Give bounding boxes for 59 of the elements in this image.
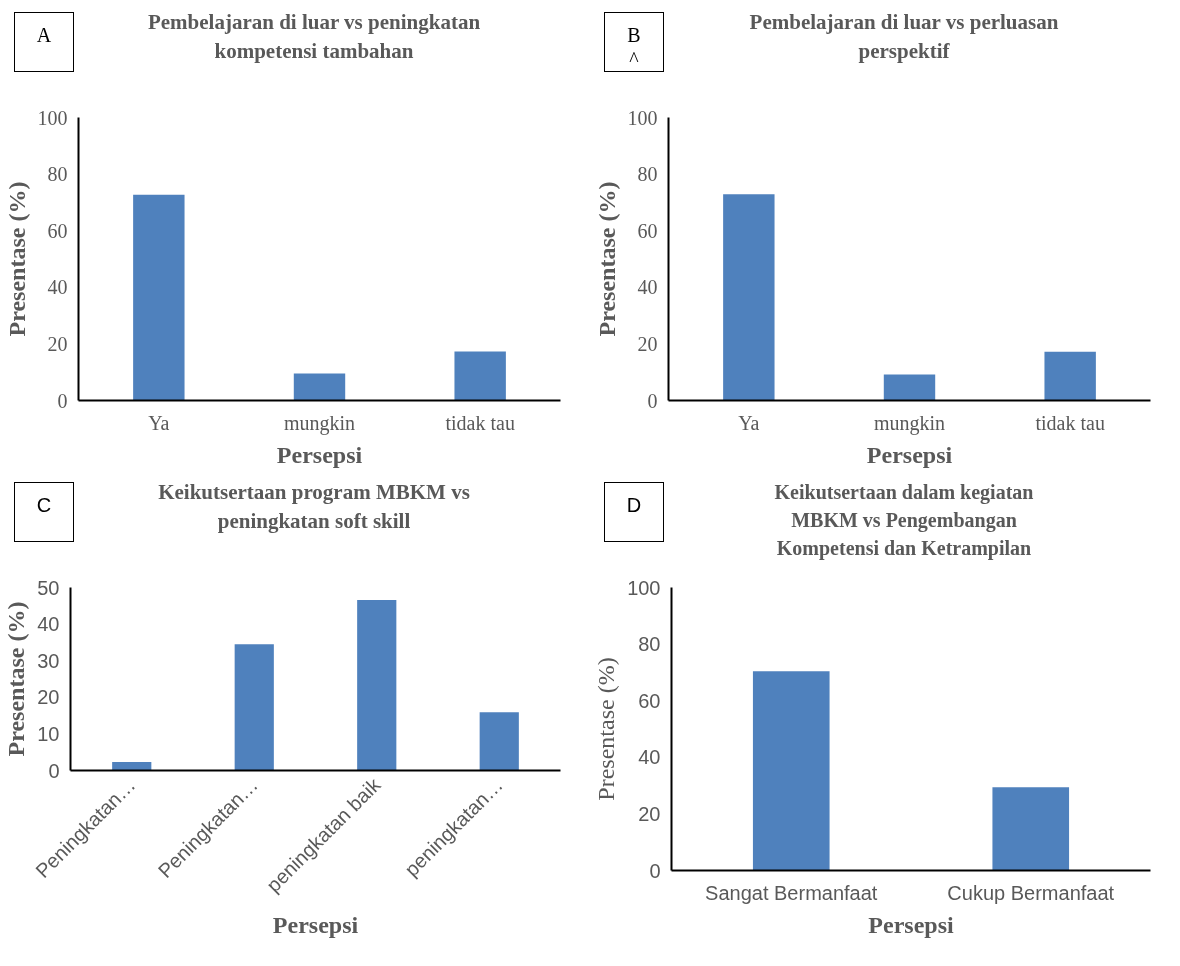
y-tick-label: 80 bbox=[638, 633, 661, 656]
y-tick-label: 80 bbox=[47, 163, 68, 186]
y-tick-label: 60 bbox=[638, 689, 661, 712]
y-tick-label: 40 bbox=[37, 613, 60, 636]
y-tick-label: 0 bbox=[649, 859, 661, 882]
bar bbox=[133, 194, 185, 401]
x-tick-label: mungkin bbox=[873, 411, 946, 435]
y-axis-title: Presentase (%) bbox=[593, 181, 620, 337]
text: D bbox=[626, 493, 642, 517]
bar bbox=[234, 644, 274, 771]
bar bbox=[454, 351, 506, 401]
x-tick-label: Ya bbox=[738, 411, 760, 434]
bar bbox=[883, 374, 936, 401]
x-tick-label: mungkin bbox=[283, 411, 356, 435]
x-tick-label: tidak tau bbox=[445, 411, 515, 434]
x-tick-label: Sangat Bermanfaat bbox=[705, 881, 878, 904]
y-tick-label: 40 bbox=[638, 746, 661, 769]
y-tick-label: 0 bbox=[48, 759, 60, 782]
y-tick-label: 40 bbox=[637, 276, 658, 299]
x-axis-title: Persepsi bbox=[272, 911, 359, 938]
y-tick-label: 60 bbox=[637, 219, 658, 242]
text: B bbox=[627, 24, 641, 46]
x-tick-label: Ya bbox=[148, 411, 170, 434]
y-tick-label: 100 bbox=[627, 106, 658, 129]
text: A bbox=[36, 23, 52, 47]
x-axis-title: Persepsi bbox=[868, 911, 954, 938]
bar bbox=[723, 194, 775, 401]
x-axis-title: Persepsi bbox=[276, 441, 363, 468]
bar bbox=[112, 762, 152, 771]
bar bbox=[1044, 351, 1096, 401]
y-tick-label: 0 bbox=[57, 389, 68, 412]
y-tick-label: 100 bbox=[627, 576, 661, 599]
y-tick-label: 10 bbox=[37, 722, 60, 745]
chart-title: Pembelajaran di luar vs peningkatan kompetensi tambahan bbox=[147, 9, 481, 66]
y-tick-label: 40 bbox=[47, 276, 68, 299]
y-tick-label: 20 bbox=[637, 332, 658, 355]
chart-title: Keikutsertaan dalam kegiatan MBKM vs Pengembangan Kompetensi dan Ketrampilan bbox=[774, 480, 1034, 562]
y-tick-label: 0 bbox=[647, 389, 658, 412]
y-axis-title: Presentase (%) bbox=[3, 601, 30, 757]
y-tick-label: 30 bbox=[37, 649, 60, 672]
chart-title: Keikutsertaan program MBKM vs peningkatan soft skill bbox=[158, 479, 470, 536]
y-tick-label: 100 bbox=[37, 106, 68, 129]
y-tick-label: 60 bbox=[47, 219, 68, 242]
y-tick-label: 80 bbox=[637, 163, 658, 186]
x-tick-label: tidak tau bbox=[1035, 411, 1105, 434]
x-tick-label: Cukup Bermanfaat bbox=[947, 881, 1115, 904]
bar bbox=[293, 373, 346, 401]
text: ^ bbox=[629, 48, 639, 70]
y-tick-label: 50 bbox=[37, 576, 60, 599]
y-tick-label: 20 bbox=[47, 332, 68, 355]
y-tick-label: 20 bbox=[37, 686, 60, 709]
y-axis-title: Presentase (%) bbox=[3, 181, 30, 337]
y-axis-title: Presentase (%) bbox=[593, 657, 620, 801]
text: C bbox=[36, 493, 52, 517]
y-tick-label: 20 bbox=[638, 802, 661, 825]
bar bbox=[357, 599, 397, 771]
bar bbox=[479, 712, 519, 771]
chart-title: Pembelajaran di luar vs perluasan perspektif bbox=[749, 9, 1059, 66]
x-axis-title: Persepsi bbox=[866, 441, 953, 468]
